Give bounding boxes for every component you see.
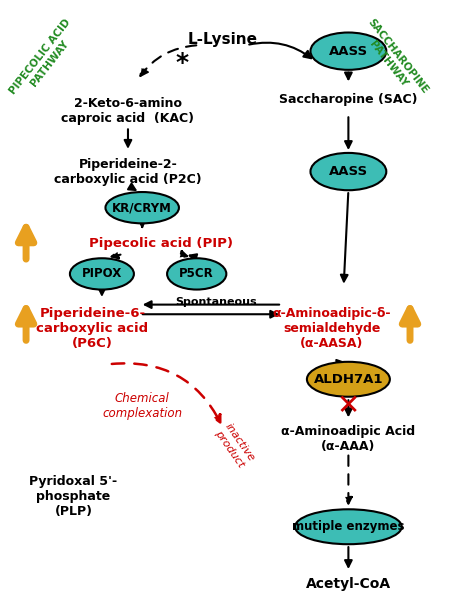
Ellipse shape [295, 509, 401, 544]
Text: KR/CRYM: KR/CRYM [112, 201, 172, 214]
Text: Pyridoxal 5'-
phosphate
(PLP): Pyridoxal 5'- phosphate (PLP) [29, 475, 118, 518]
Text: AASS: AASS [329, 165, 368, 178]
Ellipse shape [310, 33, 386, 70]
Text: ✕: ✕ [337, 393, 360, 420]
FancyArrowPatch shape [112, 364, 220, 423]
Ellipse shape [167, 258, 227, 290]
Text: Piperideine-2-
carboxylic acid (P2C): Piperideine-2- carboxylic acid (P2C) [54, 158, 202, 185]
Text: α-Aminoadipic Acid
(α-AAA): α-Aminoadipic Acid (α-AAA) [282, 426, 415, 453]
Text: mutiple enzymes: mutiple enzymes [292, 520, 405, 533]
Text: α-Aminoadipic-δ-
semialdehyde
(α-AASA): α-Aminoadipic-δ- semialdehyde (α-AASA) [273, 306, 391, 350]
Text: ALDH7A1: ALDH7A1 [314, 373, 383, 386]
Text: Chemical
complexation: Chemical complexation [102, 393, 182, 420]
Text: Acetyl-CoA: Acetyl-CoA [306, 577, 391, 591]
Text: L-Lysine: L-Lysine [188, 32, 258, 46]
Text: *: * [176, 51, 189, 75]
Text: PIPOX: PIPOX [82, 267, 122, 281]
Text: P5CR: P5CR [179, 267, 214, 281]
Text: SACCHAROPINE
PATHWAY: SACCHAROPINE PATHWAY [357, 17, 430, 103]
Text: PIPECOLIC ACID
PATHWAY: PIPECOLIC ACID PATHWAY [8, 17, 82, 104]
Text: 2-Keto-6-amino
caproic acid  (KAC): 2-Keto-6-amino caproic acid (KAC) [62, 98, 194, 125]
Text: AASS: AASS [329, 45, 368, 58]
Text: Piperideine-6-
carboxylic acid
(P6C): Piperideine-6- carboxylic acid (P6C) [36, 306, 148, 350]
Ellipse shape [70, 258, 134, 290]
Ellipse shape [310, 153, 386, 190]
Text: Saccharopine (SAC): Saccharopine (SAC) [279, 93, 418, 106]
Text: Pipecolic acid (PIP): Pipecolic acid (PIP) [89, 237, 233, 250]
Text: inactive
product: inactive product [213, 421, 256, 470]
Ellipse shape [105, 192, 179, 223]
Ellipse shape [307, 362, 390, 397]
Text: Spontaneous: Spontaneous [175, 297, 256, 307]
